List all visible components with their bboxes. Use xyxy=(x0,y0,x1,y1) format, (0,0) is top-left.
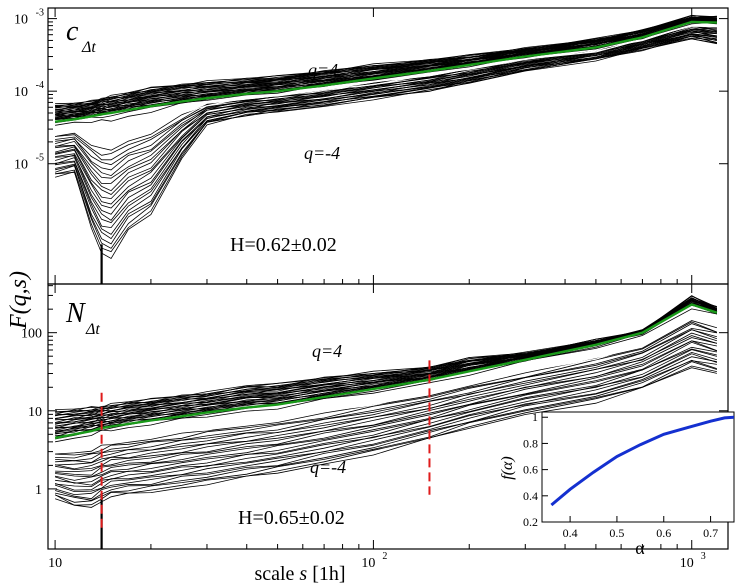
series-line-q23 xyxy=(54,317,718,454)
inset-x-tick-label: 0.4 xyxy=(563,526,578,540)
series-line-q13 xyxy=(55,31,717,195)
bottom-panel-label: N xyxy=(65,298,86,329)
series-line-q54 xyxy=(55,297,718,416)
series-line-q8 xyxy=(54,32,717,221)
bottom-q-max-label: q=4 xyxy=(312,341,342,361)
x-tick-label: 10 xyxy=(680,556,694,571)
series-line-q15 xyxy=(55,335,718,471)
series-line-q19 xyxy=(55,327,717,462)
series-line-q8 xyxy=(55,349,718,488)
y-tick-label: 10 xyxy=(28,405,42,420)
inset-y-tick-label: 0.6 xyxy=(523,463,538,477)
series-line-q47 xyxy=(55,18,717,113)
y-tick-label: 10 xyxy=(14,85,28,100)
inset-y-tick-label: 1 xyxy=(532,410,538,424)
bottom-h-label: H=0.65±0.02 xyxy=(238,507,345,529)
series-line-q0 xyxy=(54,38,717,260)
y-tick-exponent: -4 xyxy=(36,80,44,91)
y-tick-label: 100 xyxy=(21,327,42,342)
spectrum-line xyxy=(550,415,734,507)
series-line-q52 xyxy=(55,298,718,419)
series-line-q0 xyxy=(54,367,717,508)
series-line-q59 xyxy=(55,14,717,105)
top-q-min-label: q=-4 xyxy=(304,143,340,163)
series-line-q5 xyxy=(55,35,717,235)
series-line-q9 xyxy=(55,348,717,486)
series-line-q11 xyxy=(55,341,718,481)
inset-plot: 0.4 0.5 0.6 0.7 0.2 0.4 0.6 0.8 1 xyxy=(523,410,734,540)
top-q-max-label: q=4 xyxy=(308,60,338,80)
inset-x-label: α xyxy=(635,538,645,558)
x-tick-exponent: 3 xyxy=(701,551,706,562)
series-line-q17 xyxy=(55,329,718,466)
y-tick-exponent: -5 xyxy=(36,153,44,164)
inset-x-tick-label: 0.5 xyxy=(609,526,624,540)
x-tick-label: 10 xyxy=(361,556,375,571)
inset-y-label: f(α) xyxy=(499,456,516,480)
bottom-q-min-label: q=-4 xyxy=(310,457,346,477)
series-line-q59 xyxy=(55,295,718,410)
series-line-q0-green xyxy=(54,303,718,440)
inset-y-tick-label: 0.4 xyxy=(523,489,538,503)
series-line-q14 xyxy=(54,30,717,192)
series-line-q12 xyxy=(55,340,718,478)
top-h-label: H=0.62±0.02 xyxy=(230,234,337,256)
series-line-q47 xyxy=(55,299,718,423)
series-line-q18 xyxy=(55,329,718,463)
series-line-q0-green xyxy=(54,20,717,123)
series-line-q21 xyxy=(55,321,718,456)
series-line-q56 xyxy=(55,16,717,108)
series-line-q53 xyxy=(55,16,717,108)
top-panel-label-sub: Δt xyxy=(81,39,96,56)
y-tick-exponent: -3 xyxy=(36,8,44,19)
top-panel-curves xyxy=(54,14,717,284)
y-tick-label: 10 xyxy=(14,13,28,28)
series-line-q2 xyxy=(54,361,718,503)
series-line-q25 xyxy=(55,313,718,448)
inset-y-tick-label: 0.2 xyxy=(523,515,538,529)
inset-frame xyxy=(541,411,735,523)
series-line-q3 xyxy=(55,359,718,501)
series-line-q24 xyxy=(55,316,718,449)
series-line-q56 xyxy=(55,297,718,415)
inset-x-tick-label: 0.7 xyxy=(703,526,718,540)
series-line-q57 xyxy=(55,298,718,413)
series-line-q26 xyxy=(55,309,718,447)
inset-y-tick-label: 0.8 xyxy=(523,436,538,450)
series-line-q6 xyxy=(54,353,718,493)
series-line-q27 xyxy=(54,309,718,444)
y-tick-label: 10 xyxy=(14,158,28,173)
bottom-panel-label-sub: Δt xyxy=(85,321,100,338)
x-tick-exponent: 2 xyxy=(382,551,387,562)
x-axis-label: scale s [1h] xyxy=(254,563,345,585)
bottom-panel-curves xyxy=(54,295,718,549)
y-tick-label: 1 xyxy=(35,483,42,498)
series-line-q1 xyxy=(54,365,717,506)
top-panel-label: c xyxy=(66,16,79,47)
y-axis-label: F(q,s) xyxy=(6,271,32,330)
series-line-q43 xyxy=(55,18,717,115)
series-line-q10 xyxy=(54,346,717,484)
inset-x-tick-label: 0.6 xyxy=(656,526,671,540)
series-line-q5 xyxy=(54,356,717,496)
series-line-q14 xyxy=(55,337,717,473)
x-tick-label: 10 xyxy=(48,556,62,571)
series-line-q4 xyxy=(54,360,717,500)
series-line-q20 xyxy=(55,323,718,459)
series-line-q4 xyxy=(55,37,717,240)
